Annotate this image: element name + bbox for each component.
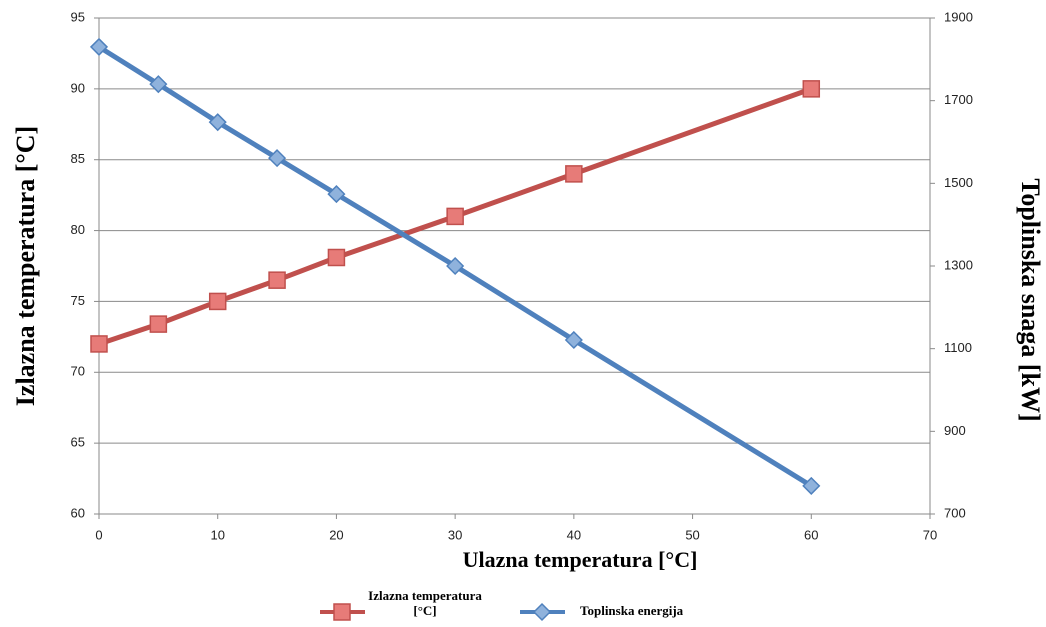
data-point xyxy=(327,185,346,204)
y2-tick-label: 900 xyxy=(944,423,966,438)
y-axis-title: Izlazna temperatura [°C] xyxy=(11,126,40,406)
y2-tick-label: 700 xyxy=(944,505,966,520)
y-tick-label: 95 xyxy=(71,9,85,24)
x-tick-label: 10 xyxy=(210,527,224,542)
data-point xyxy=(802,80,821,98)
y-tick-label: 60 xyxy=(71,505,85,520)
x-tick-label: 60 xyxy=(804,527,818,542)
data-point xyxy=(446,256,465,276)
data-point xyxy=(268,271,286,289)
data-point xyxy=(565,165,583,183)
y2-tick-label: 1700 xyxy=(944,92,973,107)
y2-tick-label: 1900 xyxy=(944,9,973,24)
data-point xyxy=(446,207,464,226)
legend-marker xyxy=(532,602,552,622)
x-tick-label: 20 xyxy=(329,527,343,542)
y-tick-label: 80 xyxy=(71,222,85,237)
data-point xyxy=(149,315,168,333)
legend-label: Toplinska energija xyxy=(580,603,684,618)
y-tick-label: 85 xyxy=(71,151,85,166)
series-line xyxy=(98,86,813,347)
data-point xyxy=(208,292,227,311)
y2-tick-label: 1500 xyxy=(944,175,973,190)
y2-tick-label: 1300 xyxy=(944,257,973,272)
data-point xyxy=(208,113,227,132)
x-tick-label: 70 xyxy=(923,527,937,542)
data-point xyxy=(564,330,583,350)
x-tick-label: 50 xyxy=(685,527,699,542)
data-point xyxy=(149,75,168,94)
y-tick-label: 70 xyxy=(71,364,85,379)
series-line xyxy=(97,44,813,489)
x-axis-title: Ulazna temperatura [°C] xyxy=(463,547,698,572)
data-point xyxy=(90,335,108,353)
x-tick-label: 30 xyxy=(448,527,462,542)
y2-axis-title: Toplinska snaga [kW] xyxy=(1016,178,1045,421)
x-tick-label: 0 xyxy=(95,527,102,542)
data-point xyxy=(268,149,287,168)
data-point xyxy=(89,37,109,56)
y-tick-label: 75 xyxy=(71,293,85,308)
legend-label: Izlazna temperatura [°C] xyxy=(368,588,482,618)
data-point xyxy=(802,476,821,495)
y-tick-label: 65 xyxy=(71,435,85,450)
y2-tick-label: 1100 xyxy=(944,340,972,355)
data-point xyxy=(327,248,346,267)
legend-marker xyxy=(333,603,351,621)
y-tick-label: 90 xyxy=(71,80,85,95)
x-tick-label: 40 xyxy=(567,527,581,542)
